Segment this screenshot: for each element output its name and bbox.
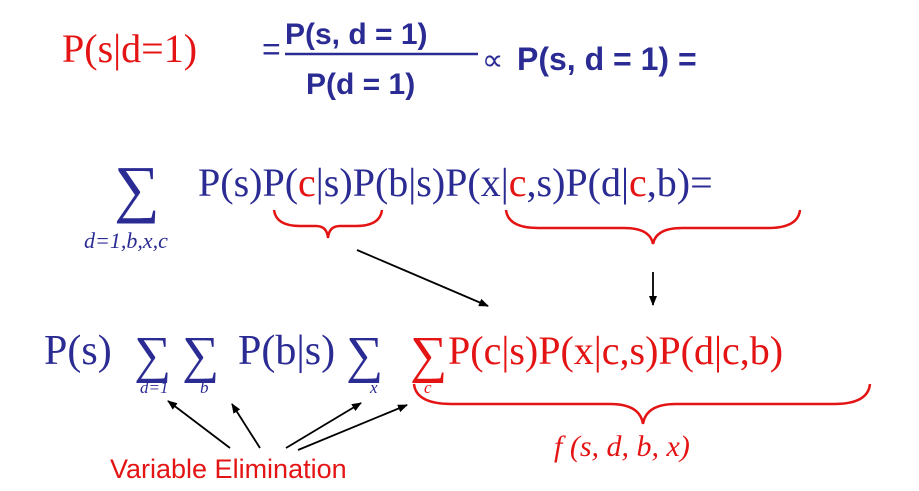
term-p-b-line3: P(b|s) <box>238 328 335 374</box>
equals-sign-2: = <box>690 160 713 205</box>
sum-subscript-c: c <box>424 378 432 397</box>
proportional-symbol: ∝ <box>482 44 503 77</box>
sum-symbol-d: ∑ <box>134 327 171 384</box>
equals-sign-1: = <box>262 31 281 67</box>
sum-subscript-line2: d=1,b,x,c <box>84 228 168 253</box>
term-p-d-close: ,b) <box>647 160 690 205</box>
ve-arrow-c <box>297 404 408 451</box>
arrow-from-small-brace <box>356 249 489 307</box>
brace-small <box>272 209 384 239</box>
term-p-c-var: c <box>298 160 316 205</box>
term-p-c-close: |s) <box>316 160 353 205</box>
sum-symbol-c: ∑ <box>410 327 447 384</box>
variable-elimination-label: Variable Elimination <box>110 454 347 484</box>
term-p-c-open: P( <box>262 160 298 205</box>
denominator: P(d = 1) <box>306 68 415 101</box>
sum-symbol-x: ∑ <box>346 327 383 384</box>
term-p-s-line3: P(s) <box>44 328 112 374</box>
brace-bottom <box>412 383 872 425</box>
term-p-d-var: c <box>629 160 647 205</box>
sum-symbol-b: ∑ <box>182 327 219 384</box>
numerator: P(s, d = 1) <box>285 18 428 51</box>
sum-subscript-d: d=1 <box>140 378 168 397</box>
brace-large <box>504 209 802 245</box>
sum-subscript-x: x <box>369 378 378 397</box>
sum-symbol-line2: ∑ <box>114 153 160 224</box>
sum-subscript-b: b <box>200 378 209 397</box>
red-product: P(c|s)P(x|c,s)P(d|c,b) <box>448 328 783 373</box>
term-p-b: P(b|s) <box>353 160 445 205</box>
factor-label: f (s, d, b, x) <box>554 430 690 463</box>
term-p-x-open: P(x| <box>445 160 509 205</box>
ve-arrow-b <box>231 403 261 449</box>
joint-probability: P(s, d = 1) = <box>517 41 697 77</box>
ve-arrow-x <box>285 402 362 449</box>
ve-arrow-d <box>167 400 231 449</box>
term-p-x-var: c <box>509 160 527 205</box>
posterior-lhs: P(s|d=1) <box>62 26 197 71</box>
term-p-d-open: P(d| <box>565 160 629 205</box>
term-p-x-close: ,s) <box>527 160 566 205</box>
term-p-s: P(s) <box>198 160 262 205</box>
factor-row-line2: P(s)P(c|s)P(b|s)P(x|c,s)P(d|c,b)= <box>198 160 713 205</box>
